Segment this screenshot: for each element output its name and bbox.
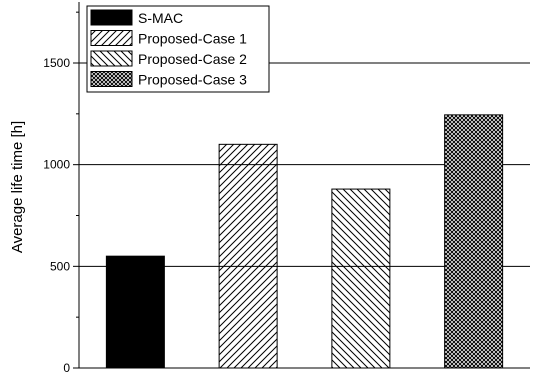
y-tick-label: 0 <box>63 361 70 374</box>
legend: S-MAC Proposed-Case 1 Proposed-Case 2 Propo… <box>86 5 270 93</box>
bars <box>105 114 504 369</box>
y-tick-label: 500 <box>50 259 70 273</box>
legend-label-s-mac: S-MAC <box>138 10 183 26</box>
legend-swatch-s-mac <box>90 9 133 26</box>
legend-swatch-proposed-case-3 <box>90 71 133 87</box>
bar-proposed-case-3 <box>444 114 504 369</box>
legend-label-proposed-case-2: Proposed-Case 2 <box>138 51 247 67</box>
y-tick-label: 1000 <box>43 158 70 172</box>
legend-label-proposed-case-3: Proposed-Case 3 <box>138 72 247 88</box>
y-axis-label: Average life time [h] <box>9 121 26 253</box>
axes: 0 500 1000 1500 <box>43 2 530 374</box>
bar-s-mac <box>105 255 165 369</box>
y-tick-label: 1500 <box>43 56 70 70</box>
bar-proposed-case-2 <box>331 188 391 369</box>
legend-swatch-proposed-case-1 <box>90 30 133 46</box>
legend-swatch-proposed-case-2 <box>90 50 133 67</box>
legend-label-proposed-case-1: Proposed-Case 1 <box>138 31 247 47</box>
bar-proposed-case-1 <box>218 143 278 369</box>
